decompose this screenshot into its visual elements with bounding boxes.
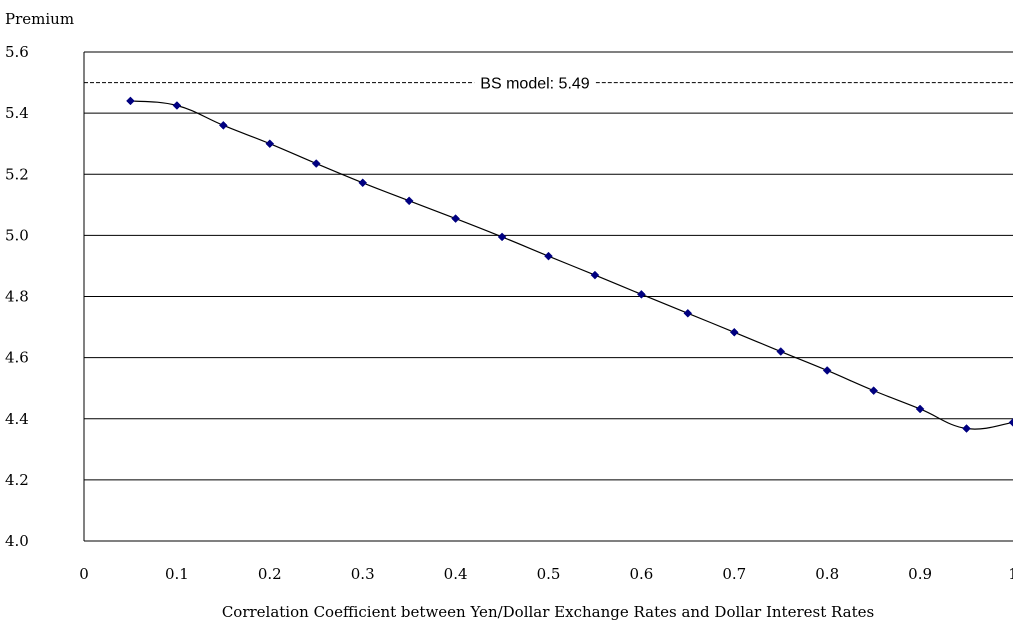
y-tick-label: 4.0 [5,532,29,550]
x-tick-label: 0.1 [165,565,189,583]
reference-line-label: BS model: 5.49 [480,76,590,93]
data-point-marker [172,101,182,110]
y-axis-title: Premium [5,10,74,28]
data-point-marker [590,270,600,280]
data-point-marker [869,386,879,395]
reference-label-background [474,75,596,93]
y-tick-label: 4.8 [5,288,29,306]
y-tick-label: 4.4 [5,410,29,428]
data-point-marker [451,214,460,223]
data-point-marker [683,308,693,318]
gridlines [84,51,1013,542]
x-tick-label: 1 [1008,565,1013,583]
y-tick-labels: 4.0 4.2 4.4 4.6 4.8 5.0 5.2 5.4 5.6 [5,43,29,550]
data-point-marker [776,347,786,356]
data-point-marker [358,178,368,188]
x-axis-title: Correlation Coefficient between Yen/Doll… [222,603,874,621]
x-tick-label: 0 [79,565,89,583]
series-line-0 [130,100,1013,430]
x-tick-label: 0.3 [351,565,375,583]
y-tick-label: 4.2 [5,471,29,489]
y-tick-label: 5.4 [5,104,29,122]
x-tick-label: 0.2 [258,565,282,583]
reference-line-group: BS model: 5.49 [84,75,1013,93]
y-tick-label: 5.2 [5,165,29,183]
y-tick-label: 5.6 [5,43,29,61]
x-tick-label: 0.4 [444,565,468,583]
data-point-marker [311,159,321,168]
series-lines [130,100,1013,430]
y-tick-label: 4.6 [5,349,29,367]
data-point-marker [1008,418,1013,427]
x-tick-label: 0.7 [722,565,746,583]
data-point-marker [126,96,135,106]
y-tick-label: 5.0 [5,226,29,244]
x-tick-label: 0.6 [629,565,653,583]
data-point-marker [404,196,414,206]
data-point-marker [544,251,553,261]
markers [126,96,1013,433]
data-point-marker [729,327,739,337]
data-point-marker [497,232,507,242]
x-tick-labels: 0 0.1 0.2 0.3 0.4 0.5 0.6 0.7 0.8 0.9 1 [79,565,1013,583]
data-point-marker [822,366,832,375]
x-tick-label: 0.9 [908,565,932,583]
data-point-marker [218,120,228,130]
x-tick-label: 0.5 [537,565,561,583]
x-tick-label: 0.8 [815,565,839,583]
data-point-marker [915,404,925,414]
data-point-marker [962,424,971,433]
data-point-marker [265,139,275,149]
data-point-marker [637,290,646,299]
